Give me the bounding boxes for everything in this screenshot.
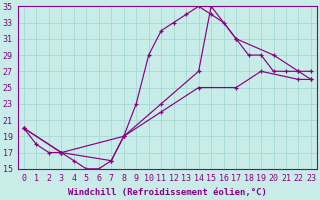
- X-axis label: Windchill (Refroidissement éolien,°C): Windchill (Refroidissement éolien,°C): [68, 188, 267, 197]
